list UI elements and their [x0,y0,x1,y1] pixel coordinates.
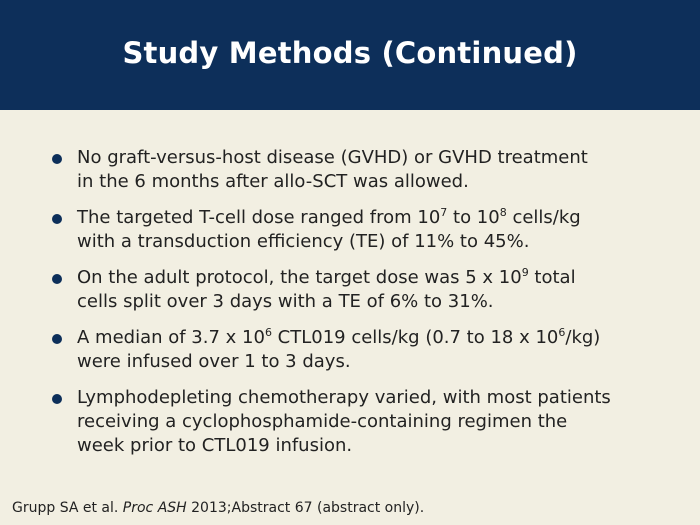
citation-footer: Grupp SA et al. Proc ASH 2013;Abstract 6… [12,500,424,516]
bullet-list: No graft-versus-host disease (GVHD) or G… [52,146,682,470]
bullet-dot-icon [52,394,62,404]
bullet-text: A median of 3.7 x 10 [77,327,265,348]
bullet-text: cells/kg [506,207,581,228]
superscript: 6 [264,326,272,339]
bullet-line: were infused over 1 to 3 days. [77,351,351,372]
superscript: 8 [499,206,507,219]
bullet-line: cells split over 3 days with a TE of 6% … [77,291,494,312]
bullet-line: in the 6 months after allo-SCT was allow… [77,171,469,192]
bullet-line: receiving a cyclophosphamide-containing … [77,411,568,432]
bullet-text: On the adult protocol, the target dose w… [77,267,522,288]
citation-authors: Grupp SA et al. [12,500,123,516]
bullet-text: The targeted T-cell dose ranged from 10 [77,207,441,228]
bullet-text: /kg) [565,327,601,348]
bullet-item: The targeted T-cell dose ranged from 107… [52,206,682,254]
slide-header: Study Methods (Continued) [0,0,700,110]
bullet-item: A median of 3.7 x 106 CTL019 cells/kg (0… [52,326,682,374]
bullet-line: week prior to CTL019 infusion. [77,435,353,456]
bullet-item: No graft-versus-host disease (GVHD) or G… [52,146,682,194]
bullet-line: No graft-versus-host disease (GVHD) or G… [77,147,588,168]
bullet-text: to 10 [447,207,500,228]
bullet-item: On the adult protocol, the target dose w… [52,266,682,314]
superscript: 9 [521,266,529,279]
bullet-item: Lymphodepleting chemotherapy varied, wit… [52,386,682,458]
bullet-line: with a transduction efficiency (TE) of 1… [77,231,530,252]
bullet-line: Lymphodepleting chemotherapy varied, wit… [77,387,611,408]
superscript: 7 [440,206,448,219]
bullet-dot-icon [52,334,62,344]
bullet-dot-icon [52,214,62,224]
superscript: 6 [558,326,566,339]
bullet-text: CTL019 cells/kg (0.7 to 18 x 10 [271,327,559,348]
citation-journal: Proc ASH [122,500,187,516]
bullet-dot-icon [52,274,62,284]
bullet-text: total [528,267,576,288]
bullet-dot-icon [52,154,62,164]
slide-title: Study Methods (Continued) [122,36,578,70]
citation-rest: 2013;Abstract 67 (abstract only). [186,500,425,516]
